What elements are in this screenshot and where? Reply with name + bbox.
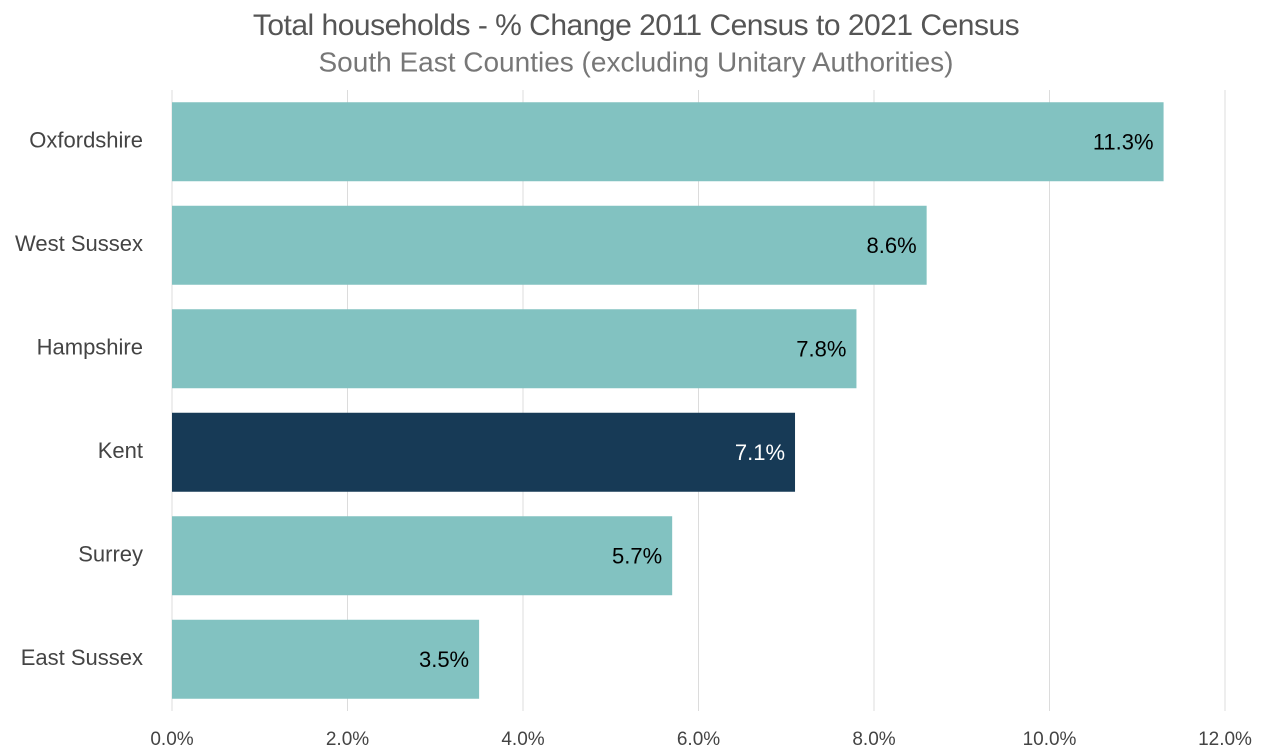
y-tick-label: Oxfordshire: [29, 128, 143, 153]
value-label: 3.5%: [419, 647, 469, 672]
bar: [172, 516, 673, 596]
bar: [172, 619, 480, 699]
x-tick-label: 10.0%: [1023, 729, 1077, 749]
x-tick-label: 2.0%: [326, 729, 369, 749]
bar: [172, 412, 796, 492]
value-label: 8.6%: [866, 233, 916, 258]
x-tick-label: 12.0%: [1198, 729, 1252, 749]
x-tick-label: 6.0%: [677, 729, 720, 749]
value-label: 7.1%: [735, 440, 785, 465]
value-label: 11.3%: [1093, 130, 1154, 155]
x-tick-label: 0.0%: [150, 729, 193, 749]
value-label: 5.7%: [612, 544, 662, 569]
y-tick-label: Hampshire: [37, 335, 143, 360]
bar: [172, 102, 1164, 182]
value-label: 7.8%: [796, 337, 846, 362]
x-tick-label: 4.0%: [501, 729, 544, 749]
chart-subtitle: South East Counties (excluding Unitary A…: [319, 46, 954, 77]
chart-title: Total households - % Change 2011 Census …: [253, 9, 1019, 42]
bar: [172, 309, 857, 389]
y-tick-label: Kent: [98, 438, 143, 463]
y-tick-label: Surrey: [78, 542, 143, 567]
y-tick-label: West Sussex: [15, 231, 143, 256]
bar: [172, 205, 927, 285]
x-tick-label: 8.0%: [852, 729, 895, 749]
y-tick-label: East Sussex: [21, 645, 143, 670]
